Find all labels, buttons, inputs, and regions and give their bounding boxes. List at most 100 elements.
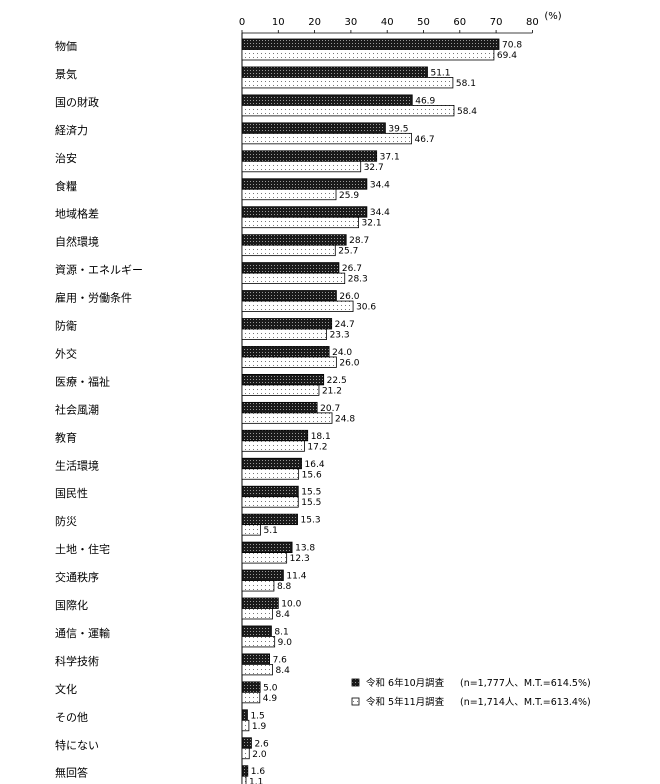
- bar-2024: [241, 541, 293, 553]
- bar-2024: [241, 290, 337, 302]
- bar-2023: [241, 77, 454, 89]
- data-label: 15.6: [302, 470, 322, 480]
- category-label: 資源・エネルギー: [55, 263, 143, 277]
- data-label: 15.3: [301, 516, 321, 526]
- x-tick-label: 50: [417, 17, 430, 28]
- bar-2023: [241, 216, 359, 229]
- data-label: 17.2: [307, 442, 327, 452]
- data-label: 1.9: [252, 722, 267, 732]
- legend-note: (n=1,777人、M.T.=614.5%): [460, 678, 591, 689]
- data-label: 32.1: [362, 219, 382, 229]
- legend-swatch: [351, 678, 360, 687]
- category-label: 特にない: [55, 738, 99, 752]
- x-tick-label: 80: [526, 17, 539, 28]
- data-label: 11.4: [286, 572, 306, 582]
- bar-2023: [241, 132, 412, 145]
- bar-2023: [241, 384, 320, 396]
- data-label: 12.3: [290, 554, 310, 564]
- data-label: 51.1: [430, 68, 450, 78]
- category-label: 地域格差: [55, 207, 99, 221]
- category-label: 社会風潮: [55, 402, 99, 416]
- bar-2024: [241, 429, 309, 442]
- bar-2023: [241, 412, 333, 424]
- bar-2023: [241, 300, 354, 312]
- bar-2024: [241, 234, 347, 246]
- data-label: 1.1: [249, 778, 263, 784]
- bar-2024: [241, 318, 333, 330]
- category-label: 科学技術: [55, 654, 99, 668]
- x-tick-label: 30: [345, 17, 358, 28]
- category-label: 土地・住宅: [55, 542, 110, 556]
- data-label: 8.8: [277, 582, 292, 592]
- bar-2024: [241, 569, 284, 581]
- data-label: 8.1: [274, 627, 288, 637]
- data-label: 24.0: [332, 348, 352, 358]
- data-label: 28.7: [349, 236, 369, 246]
- bar-2023: [241, 580, 275, 592]
- bar-2023: [241, 524, 261, 536]
- category-label: 通信・運輸: [55, 626, 110, 640]
- x-tick-label: 0: [239, 17, 245, 28]
- data-label: 25.7: [338, 247, 358, 257]
- bar-2023: [241, 636, 276, 648]
- data-label: 26.7: [342, 264, 362, 274]
- category-label: 防衛: [55, 319, 77, 333]
- data-label: 46.9: [415, 96, 435, 106]
- category-label: 食糧: [55, 179, 77, 193]
- bar-2024: [241, 681, 261, 693]
- bar-2023: [241, 188, 337, 201]
- category-label: 医療・福祉: [55, 374, 110, 388]
- category-label: 治安: [55, 151, 77, 165]
- legend-label: 令和 5年11月調査: [366, 696, 445, 708]
- bar-2024: [241, 373, 325, 386]
- data-label: 30.6: [356, 303, 376, 313]
- data-label: 15.5: [301, 488, 321, 498]
- x-tick-label: 60: [453, 17, 466, 28]
- data-label: 8.4: [275, 666, 290, 676]
- bar-2024: [241, 513, 298, 526]
- bar-2024: [241, 709, 248, 721]
- bar-2024: [241, 38, 500, 50]
- data-label: 13.8: [295, 544, 315, 554]
- data-label: 69.4: [497, 51, 517, 61]
- bar-2023: [241, 244, 336, 257]
- bar-2023: [241, 160, 362, 173]
- bar-2024: [241, 206, 368, 218]
- data-label: 58.1: [456, 79, 476, 89]
- bar-2023: [241, 691, 261, 704]
- data-label: 70.8: [502, 41, 522, 51]
- data-label: 58.4: [457, 107, 477, 117]
- bar-2023: [241, 272, 346, 285]
- data-label: 22.5: [327, 376, 347, 386]
- bar-2024: [241, 94, 413, 106]
- category-label: 国際化: [55, 598, 88, 612]
- data-label: 18.1: [311, 432, 331, 442]
- bar-2023: [241, 49, 495, 61]
- data-label: 15.5: [301, 498, 321, 508]
- data-label: 20.7: [320, 404, 340, 414]
- bar-2024: [241, 457, 302, 470]
- category-label: 国の財政: [55, 95, 99, 109]
- legend-note: (n=1,714人、M.T.=613.4%): [460, 697, 591, 708]
- bar-2024: [241, 485, 299, 498]
- unit-label: (%): [544, 11, 561, 22]
- data-label: 34.4: [370, 208, 390, 218]
- data-label: 24.7: [335, 320, 355, 330]
- data-label: 1.5: [250, 711, 264, 721]
- legend-swatch: [351, 697, 360, 706]
- category-label: 景気: [55, 67, 77, 81]
- data-label: 2.0: [252, 750, 267, 760]
- bar-2023: [241, 719, 250, 732]
- bar-2023: [241, 552, 288, 564]
- data-label: 5.0: [263, 683, 278, 693]
- category-label: 防災: [55, 514, 77, 528]
- data-label: 23.3: [330, 331, 350, 341]
- bar-2023: [241, 496, 299, 508]
- bar-2024: [241, 597, 279, 609]
- data-label: 39.5: [388, 124, 408, 134]
- category-label: 経済力: [55, 123, 88, 137]
- bar-2024: [241, 625, 272, 637]
- category-label: 外交: [55, 346, 77, 360]
- bar-2024: [241, 346, 330, 358]
